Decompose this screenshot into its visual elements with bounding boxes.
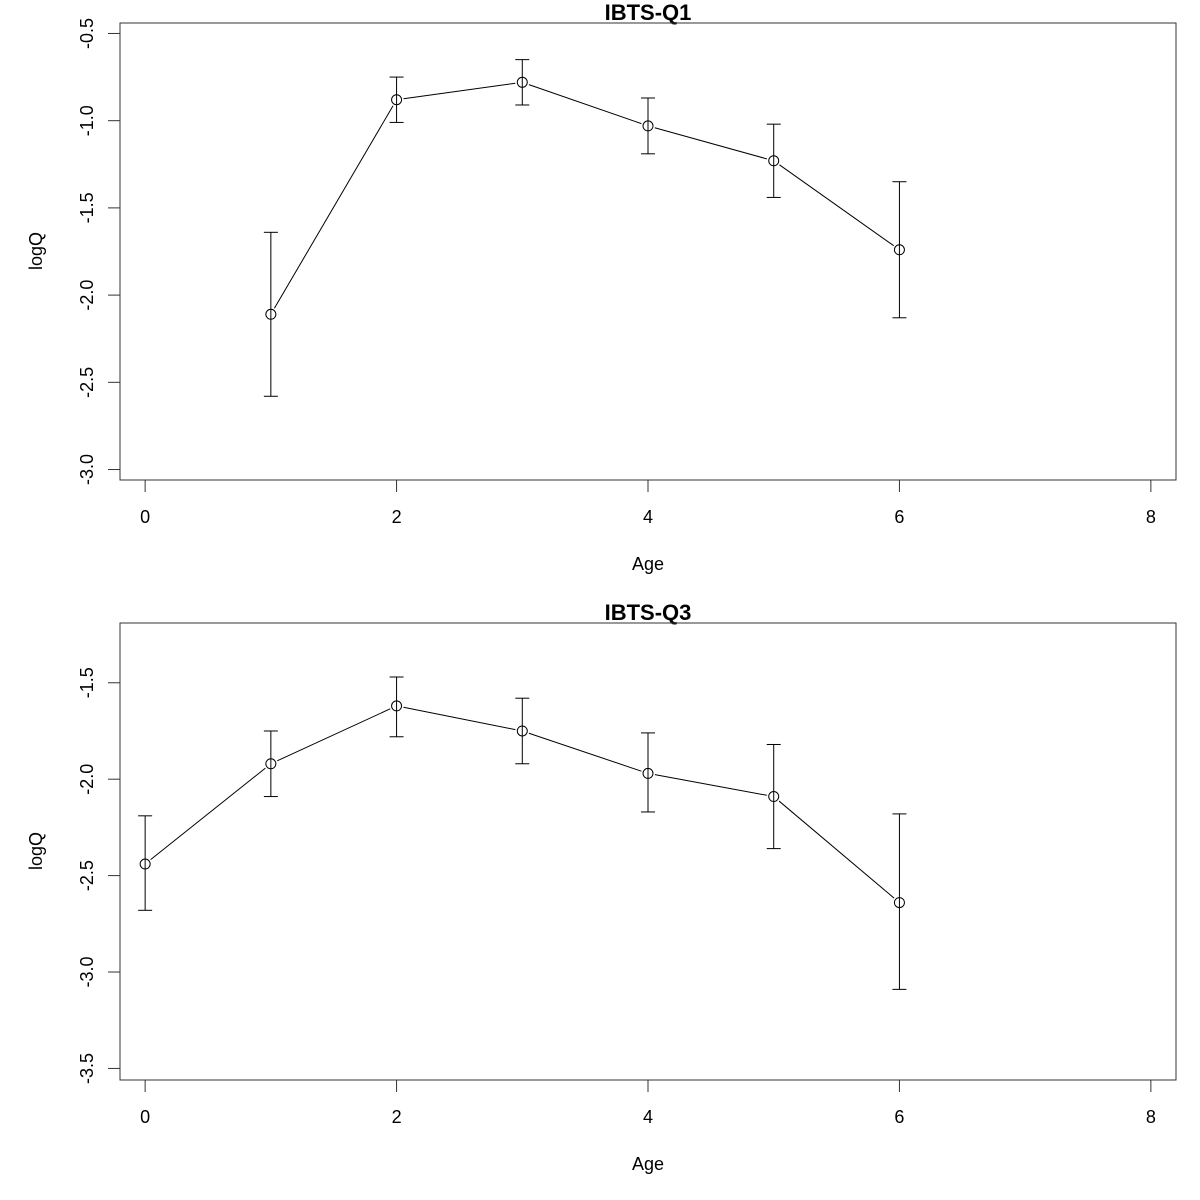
data-point (265, 758, 277, 770)
series-line-segment (528, 732, 642, 772)
x-tick-label: 2 (392, 507, 402, 527)
plot-frame (119, 22, 1177, 481)
x-tick-label: 6 (894, 1107, 904, 1127)
series-line-segment (654, 127, 768, 160)
y-tick-label: -1.0 (77, 105, 97, 136)
y-tick-label: -2.5 (77, 860, 97, 891)
data-point (391, 94, 403, 106)
x-tick-label: 0 (140, 1107, 150, 1127)
chart-title: IBTS-Q1 (605, 0, 692, 25)
data-point (768, 155, 780, 167)
chart-title: IBTS-Q3 (605, 600, 692, 625)
x-tick-label: 6 (894, 507, 904, 527)
x-tick-label: 4 (643, 507, 653, 527)
data-point (893, 244, 905, 256)
data-point (642, 767, 654, 779)
y-axis-label: logQ (26, 232, 46, 270)
data-point (516, 76, 528, 88)
plot-frame (119, 622, 1177, 1081)
data-point (391, 700, 403, 712)
x-tick-label: 2 (392, 1107, 402, 1127)
series-line-segment (277, 708, 391, 762)
x-tick-label: 4 (643, 1107, 653, 1127)
plot-marks: 0 2 4 6 8 -3.5 -3.0 -2.5 -2.0 -1.5 (77, 667, 1156, 1127)
series-line-segment (528, 84, 642, 125)
data-point (768, 791, 780, 803)
x-axis-label: Age (632, 1154, 664, 1174)
series-line-segment (778, 800, 895, 899)
y-tick-label: -2.0 (77, 280, 97, 311)
series-line-segment (273, 105, 394, 309)
x-tick-label: 8 (1146, 1107, 1156, 1127)
x-axis-label: Age (632, 554, 664, 574)
data-point (642, 120, 654, 132)
series-line-segment (403, 82, 516, 100)
series-line-segment (654, 774, 767, 796)
data-point (139, 858, 151, 870)
series-line-segment (150, 767, 266, 861)
plot-marks: 0 2 4 6 8 -3.0 -2.5 -2.0 -1.5 -1.0 -0.5 (77, 18, 1156, 527)
data-point (516, 725, 528, 737)
y-tick-label: -2.0 (77, 764, 97, 795)
y-tick-label: -3.5 (77, 1053, 97, 1084)
x-tick-label: 8 (1146, 507, 1156, 527)
y-tick-label: -1.5 (77, 192, 97, 223)
y-tick-label: -1.5 (77, 667, 97, 698)
x-tick-label: 0 (140, 507, 150, 527)
y-axis-label: logQ (26, 832, 46, 870)
series-line-segment (779, 164, 895, 247)
panel-ibts-q3: IBTS-Q3 Age logQ 0 2 4 6 8 -3.5 -3.0 -2.5 -2.0 -1… (26, 600, 1177, 1174)
y-tick-label: -2.5 (77, 367, 97, 398)
y-tick-label: -3.0 (77, 454, 97, 485)
series-line-segment (403, 706, 516, 731)
y-tick-label: -0.5 (77, 18, 97, 49)
panel-ibts-q1: IBTS-Q1 Age logQ 0 2 4 6 8 -3.0 -2.5 -2.0 -1.5 -1… (26, 0, 1177, 574)
data-point (265, 308, 277, 320)
data-point (893, 897, 905, 909)
y-tick-label: -3.0 (77, 957, 97, 988)
